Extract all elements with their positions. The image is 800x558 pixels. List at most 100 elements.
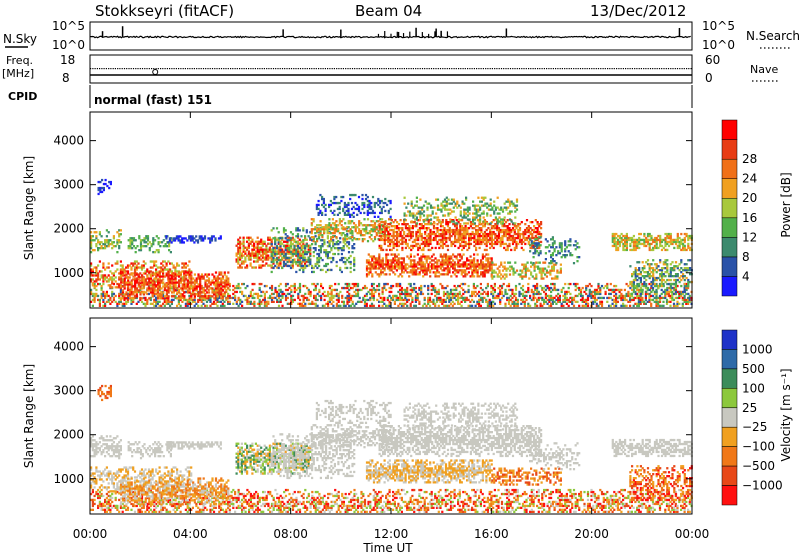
power-cell (292, 255, 294, 257)
power-cell (342, 218, 344, 220)
power-cell (92, 235, 94, 237)
power-cell (434, 257, 436, 259)
power-cell (462, 293, 464, 295)
power-cell (445, 299, 447, 301)
power-cell (157, 303, 159, 305)
power-cell (346, 206, 348, 208)
power-cell (118, 286, 120, 288)
power-cell (555, 303, 557, 305)
power-cell (111, 286, 113, 288)
power-cell (183, 264, 185, 266)
power-cell (403, 261, 405, 263)
power-cell (403, 233, 405, 235)
power-cell (478, 303, 480, 305)
power-cell (664, 295, 666, 297)
power-cell (253, 301, 255, 303)
power-cell (248, 247, 250, 249)
power-cell (400, 233, 402, 235)
power-cell (406, 305, 408, 307)
power-cell (300, 235, 302, 237)
power-cell (344, 240, 346, 242)
nave-dot (189, 68, 190, 69)
power-cell (410, 293, 412, 295)
power-cell (473, 257, 475, 259)
nave-dot (113, 68, 114, 69)
power-cell (311, 243, 313, 245)
power-cell (132, 297, 134, 299)
power-cell (224, 273, 226, 275)
power-cell (475, 291, 477, 293)
power-cell (511, 289, 513, 291)
power-cell (606, 285, 608, 287)
power-cell (582, 287, 584, 289)
power-cell (239, 241, 241, 243)
power-cell (276, 247, 278, 249)
power-cell (260, 303, 262, 305)
power-cell (299, 285, 301, 287)
power-cell (583, 291, 585, 293)
power-cell (445, 233, 447, 235)
power-cell (313, 267, 315, 269)
power-cell (92, 284, 94, 286)
power-cell (211, 289, 213, 291)
freq-unit: [MHz] (2, 67, 34, 80)
power-cell (490, 291, 492, 293)
noise-tick-left-low: 10^0 (52, 38, 85, 52)
power-cell (482, 289, 484, 291)
power-cell (336, 265, 338, 267)
power-cell (108, 274, 110, 276)
power-cell (118, 235, 120, 237)
power-cell (392, 285, 394, 287)
power-cell (517, 299, 519, 301)
nave-dot (99, 68, 100, 69)
power-cell (164, 305, 166, 307)
nave-dot (365, 68, 366, 69)
power-cell (313, 240, 315, 242)
power-cell (555, 295, 557, 297)
power-cell (95, 268, 97, 270)
power-cell (360, 222, 362, 224)
power-cell (313, 283, 315, 285)
power-cell (487, 285, 489, 287)
power-cell (203, 297, 205, 299)
power-cell (280, 299, 282, 301)
power-cell (306, 243, 308, 245)
power-cell (115, 276, 117, 278)
nave-dot (253, 68, 254, 69)
nave-dot (435, 68, 436, 69)
power-cell (330, 224, 332, 226)
power-cell (237, 239, 239, 241)
power-cell (290, 245, 292, 247)
nave-dot (124, 68, 125, 69)
nave-dot (643, 68, 644, 69)
power-cell (382, 265, 384, 267)
power-cell (344, 257, 346, 259)
power-cell (476, 293, 478, 295)
power-cell (313, 255, 315, 257)
power-cell (476, 285, 478, 287)
power-cell (157, 279, 159, 281)
power-cell (429, 243, 431, 245)
nave-dot (216, 68, 217, 69)
power-cell (490, 285, 492, 287)
power-cell (398, 275, 400, 277)
power-cell (554, 283, 556, 285)
noise-tick-right-low: 10^0 (702, 38, 735, 52)
power-cell (299, 299, 301, 301)
power-cell (397, 291, 399, 293)
power-cell (466, 257, 468, 259)
power-cell (220, 235, 222, 237)
power-cell (220, 279, 222, 281)
power-cell (385, 273, 387, 275)
power-cell (335, 226, 337, 228)
freq-marker (153, 70, 158, 75)
power-cell (365, 194, 367, 196)
power-cell (147, 237, 149, 239)
power-cell (641, 291, 643, 293)
power-cell (415, 245, 417, 247)
power-cell (520, 303, 522, 305)
power-cell (434, 305, 436, 307)
power-cell (274, 259, 276, 261)
power-cell (344, 234, 346, 236)
power-cell (239, 303, 241, 305)
